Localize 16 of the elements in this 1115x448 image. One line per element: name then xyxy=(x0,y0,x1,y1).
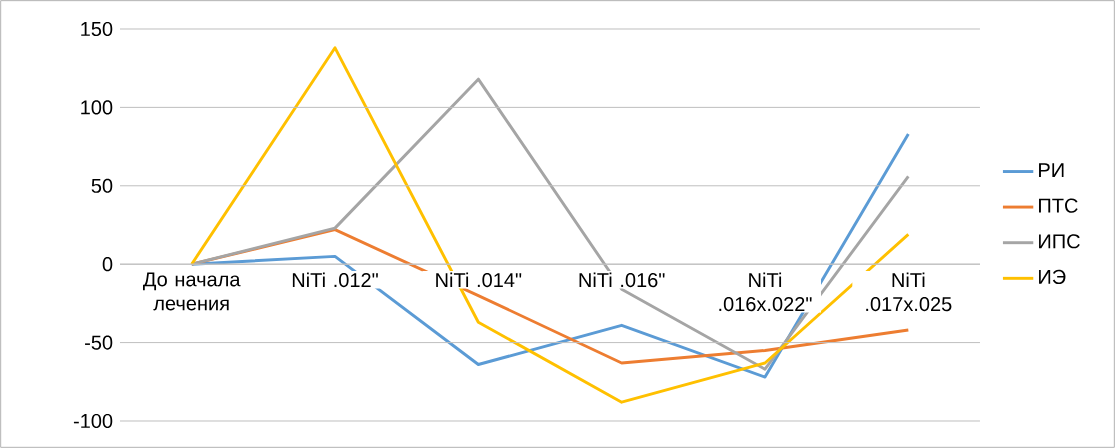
x-tick-label: До начала лечения xyxy=(143,272,241,311)
x-tick-label: NiTi .017x.025 xyxy=(866,272,952,312)
legend-label: ИЭ xyxy=(1039,269,1066,284)
y-tick-label: 0 xyxy=(102,257,113,272)
y-tick-label: 100 xyxy=(81,100,113,115)
legend-label: РИ xyxy=(1039,163,1064,177)
y-tick-label: -100 xyxy=(73,413,113,429)
y-tick-label: 50 xyxy=(91,178,113,193)
y-tick-label: 150 xyxy=(81,21,113,37)
legend-label: ПТС xyxy=(1039,198,1078,213)
x-tick-label: NiTi .016" xyxy=(579,272,665,288)
x-tick-label: NiTi .016x.022" xyxy=(719,272,812,312)
y-tick-label: -50 xyxy=(85,335,113,350)
x-tick-label: NiTi .014" xyxy=(436,272,522,288)
x-tick-label: NiTi .012" xyxy=(292,272,378,288)
legend-label: ИПС xyxy=(1039,234,1080,249)
